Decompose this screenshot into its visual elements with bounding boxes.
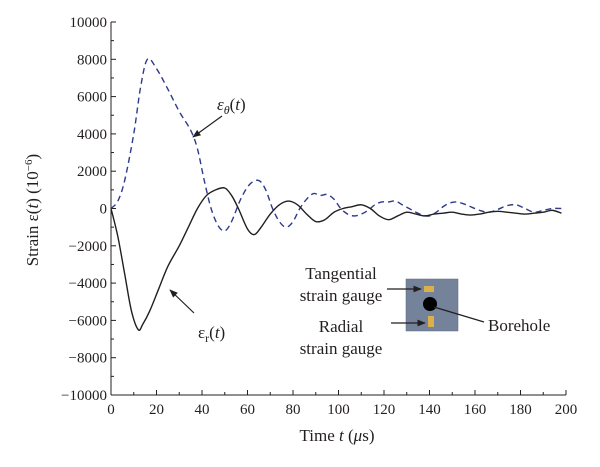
x-tick-label: 160 bbox=[464, 402, 487, 418]
y-tick-label: 10000 bbox=[70, 15, 108, 31]
y-axis-title: Strain ε(t) (10−6) bbox=[23, 154, 42, 266]
eps-r-label: εr(t) bbox=[198, 323, 225, 345]
tangential-label-2: strain gauge bbox=[300, 286, 383, 305]
y-tick-label: 8000 bbox=[77, 52, 107, 68]
y-tick-label: −6000 bbox=[69, 313, 107, 329]
specimen-inset: Tangential strain gauge Radial strain ga… bbox=[300, 264, 551, 358]
series-line-eps-theta bbox=[110, 57, 562, 232]
borehole-icon bbox=[423, 297, 437, 311]
y-tick-label: 0 bbox=[100, 202, 108, 218]
y-tick-label: −4000 bbox=[69, 276, 107, 292]
x-tick-label: 100 bbox=[327, 402, 350, 418]
y-tick-label: 6000 bbox=[77, 90, 107, 106]
eps-theta-label: εθ(t) bbox=[217, 95, 246, 117]
x-tick-label: 180 bbox=[509, 402, 532, 418]
y-tick-label: −8000 bbox=[69, 351, 107, 367]
radial-gauge-icon bbox=[428, 316, 434, 327]
x-tick-label: 20 bbox=[149, 402, 164, 418]
series-line-eps-r bbox=[110, 187, 562, 331]
borehole-leader bbox=[433, 306, 485, 323]
x-tick-label: 60 bbox=[240, 402, 255, 418]
axes: −10000−8000−6000−4000−200002000400060008… bbox=[61, 15, 577, 418]
x-tick-label: 200 bbox=[555, 402, 578, 418]
tangential-label-1: Tangential bbox=[305, 264, 377, 283]
y-tick-label: −2000 bbox=[69, 239, 107, 255]
eps-r-arrow bbox=[169, 289, 195, 314]
x-axis-title: Time t (μs) bbox=[299, 426, 374, 445]
y-tick-label: 2000 bbox=[77, 164, 107, 180]
borehole-label: Borehole bbox=[488, 316, 550, 335]
x-tick-label: 0 bbox=[107, 402, 115, 418]
series-layer bbox=[110, 57, 562, 331]
tangential-gauge-icon bbox=[424, 286, 434, 292]
x-tick-label: 140 bbox=[418, 402, 441, 418]
x-tick-label: 40 bbox=[195, 402, 210, 418]
y-tick-label: 4000 bbox=[77, 127, 107, 143]
x-tick-label: 80 bbox=[286, 402, 301, 418]
y-tick-label: −10000 bbox=[61, 388, 107, 404]
radial-label-2: strain gauge bbox=[300, 339, 383, 358]
eps-theta-arrow bbox=[192, 115, 223, 138]
x-tick-label: 120 bbox=[373, 402, 396, 418]
radial-label-1: Radial bbox=[319, 317, 364, 336]
curve-annotations: εθ(t) εr(t) bbox=[169, 95, 246, 345]
